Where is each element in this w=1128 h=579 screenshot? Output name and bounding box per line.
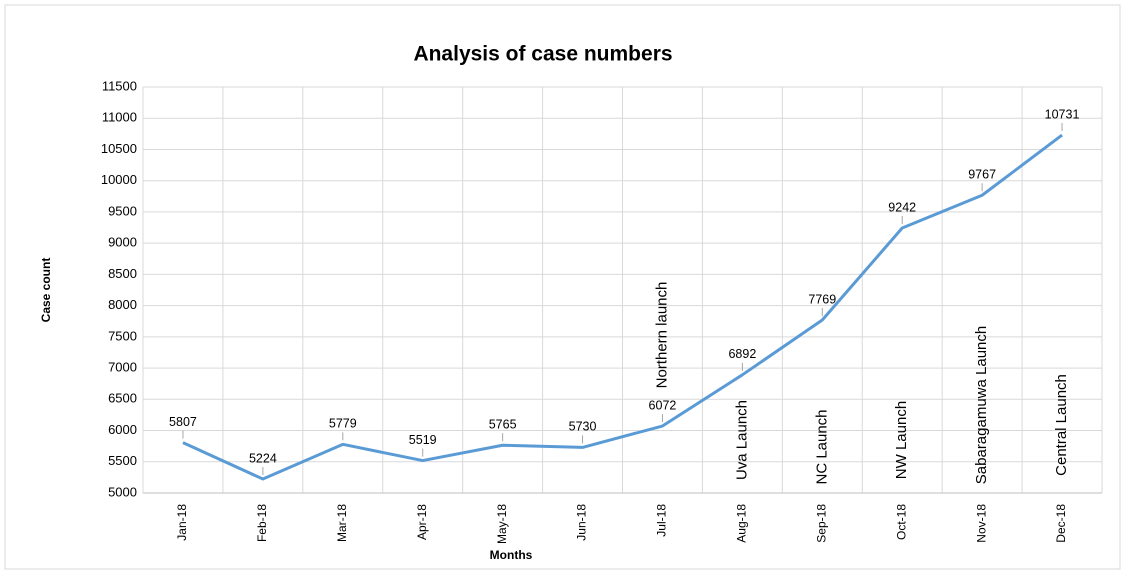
x-tick-label: Apr-18: [415, 504, 429, 540]
y-tick-label: 6500: [108, 391, 137, 406]
y-tick-label: 8000: [108, 297, 137, 312]
data-label: 5807: [169, 415, 197, 429]
chart-title: Analysis of case numbers: [413, 43, 672, 66]
data-label: 9242: [888, 200, 916, 214]
x-tick-label: Sep-18: [814, 504, 828, 543]
data-label: 10731: [1045, 107, 1080, 121]
x-tick-label: Oct-18: [894, 504, 908, 540]
data-label: 5224: [249, 451, 277, 465]
y-tick-label: 9500: [108, 203, 137, 218]
annotation: Sabaragamuwa Launch: [973, 326, 990, 484]
x-tick-label: Jan-18: [175, 504, 189, 541]
annotation: Uva Launch: [733, 400, 750, 480]
y-tick-label: 7500: [108, 328, 137, 343]
y-tick-label: 10500: [101, 141, 137, 156]
y-tick-label: 8500: [108, 266, 137, 281]
x-tick-label: Feb-18: [255, 504, 269, 542]
line: [182, 133, 1063, 481]
chart-border: [4, 4, 1121, 570]
data-label: 6892: [728, 347, 756, 361]
y-tick-label: 9000: [108, 235, 137, 250]
annotation: Central Launch: [1053, 374, 1070, 476]
data-label: 5765: [489, 418, 517, 432]
y-tick-label: 10000: [101, 172, 137, 187]
x-tick-label: Aug-18: [735, 504, 749, 543]
x-tick-label: Jun-18: [575, 504, 589, 541]
annotation: NC Launch: [813, 409, 830, 484]
data-label: 5779: [329, 417, 357, 431]
y-tick-label: 11500: [102, 78, 137, 93]
data-label: 6072: [649, 398, 677, 412]
y-tick-label: 7000: [108, 360, 137, 375]
y-tick-label: 11000: [102, 110, 137, 125]
y-tick-label: 5500: [108, 453, 137, 468]
x-tick-label: May-18: [495, 504, 509, 544]
x-tick-label: Dec-18: [1054, 504, 1068, 543]
data-label: 5519: [409, 433, 437, 447]
y-tick-label: 6000: [108, 422, 137, 437]
x-tick-label: Mar-18: [335, 504, 349, 542]
data-label: 5730: [569, 420, 597, 434]
data-label: 7769: [808, 292, 836, 306]
annotation: NW Launch: [893, 401, 910, 479]
x-tick-label: Jul-18: [655, 504, 669, 537]
annotation: Northern launch: [653, 282, 670, 389]
y-axis-title: Case count: [39, 258, 53, 323]
data-label: 9767: [968, 168, 996, 182]
x-tick-label: Nov-18: [974, 504, 988, 543]
x-axis-title: Months: [490, 548, 533, 562]
y-tick-label: 5000: [108, 484, 137, 499]
